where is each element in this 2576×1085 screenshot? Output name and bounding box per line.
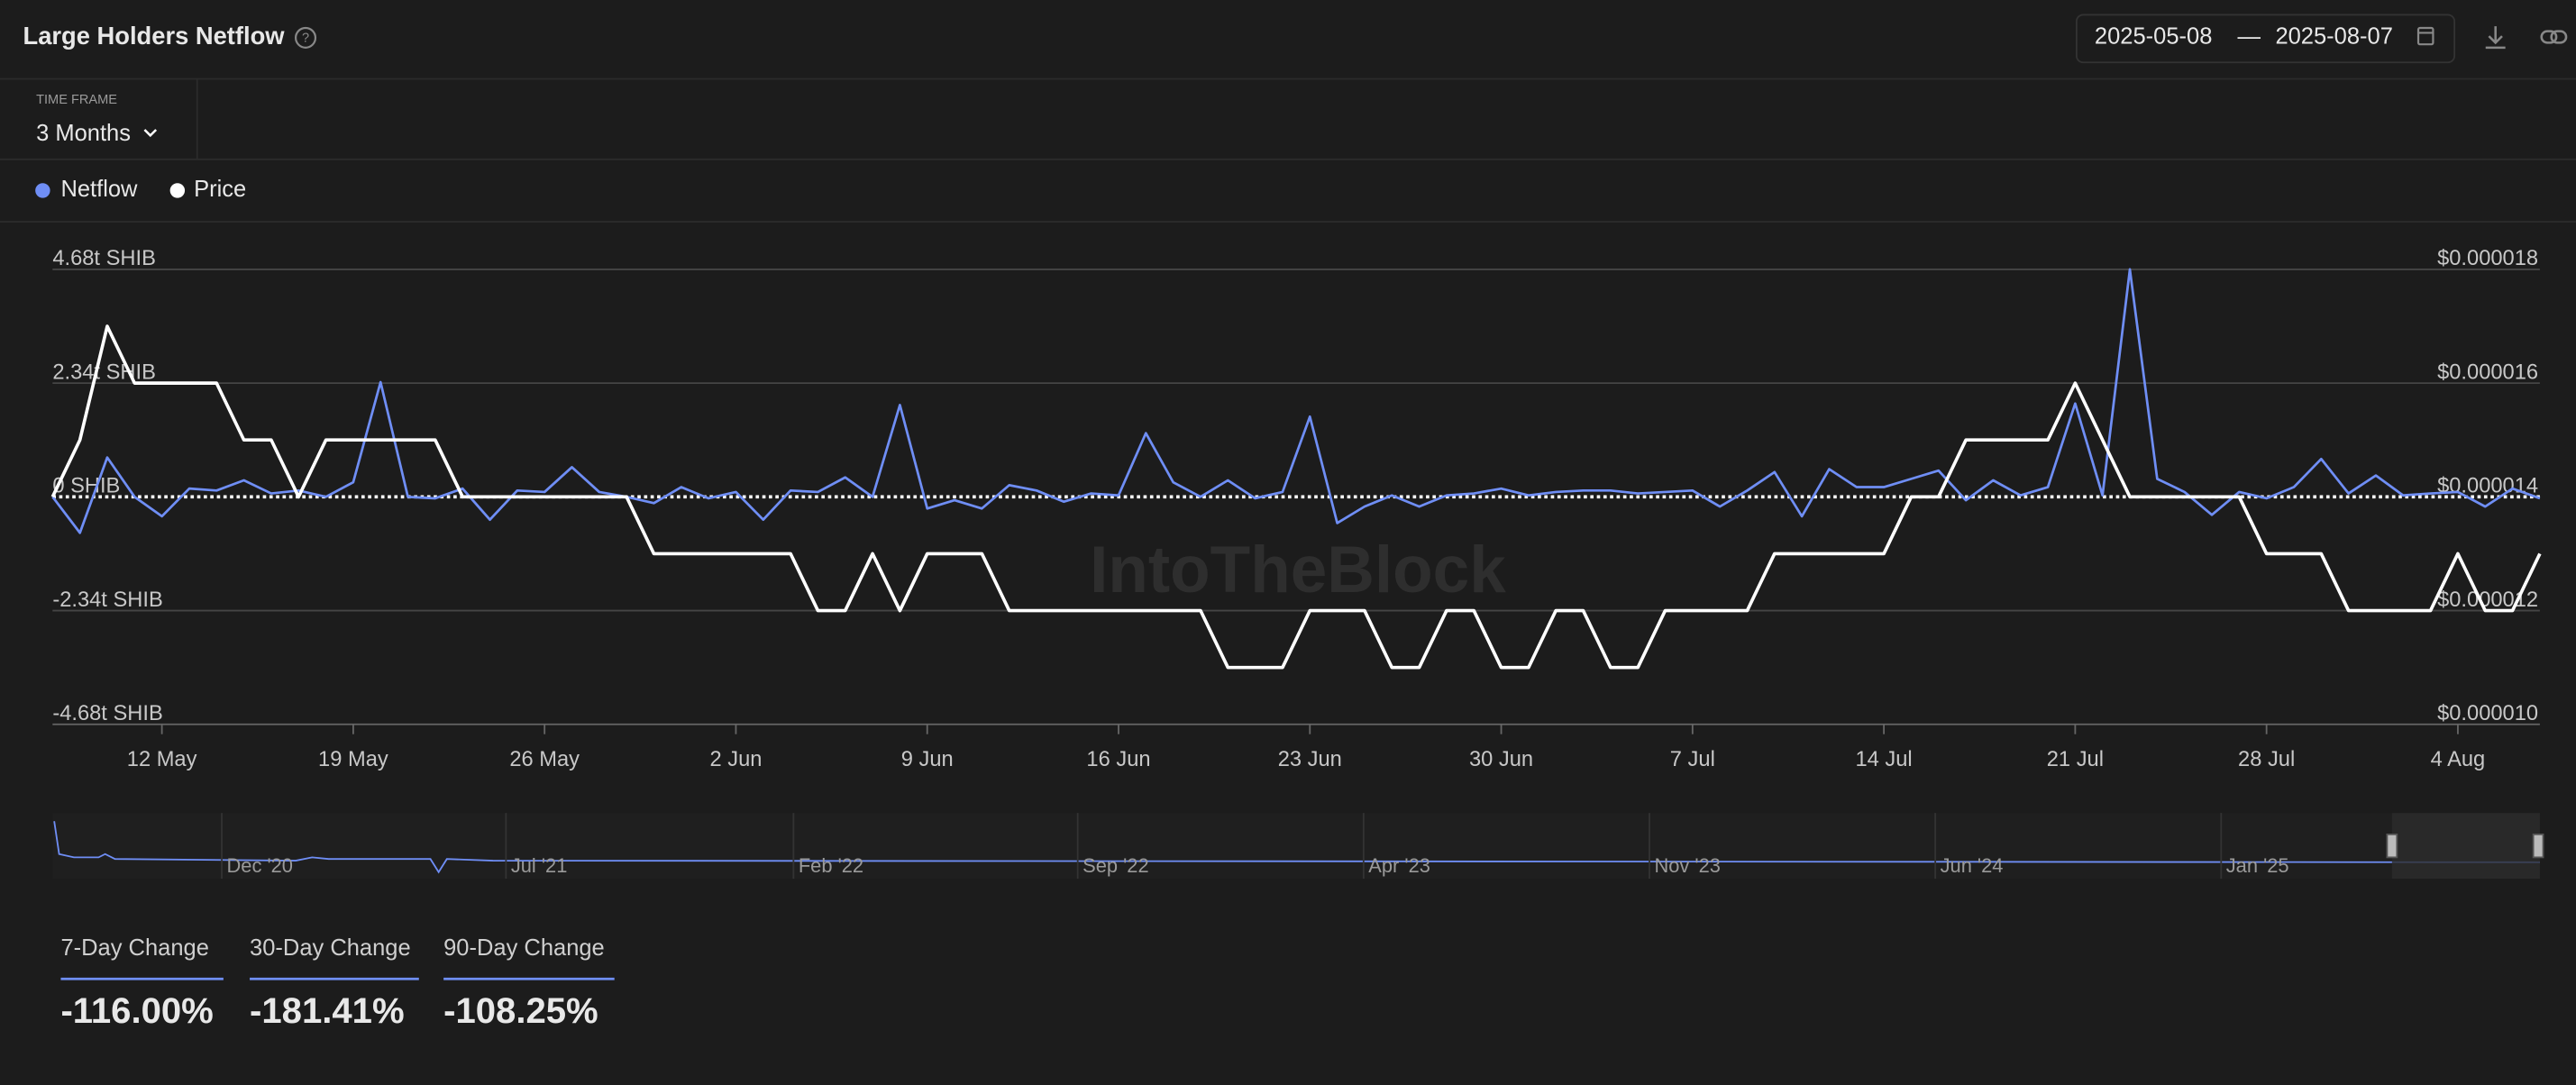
svg-text:?: ? — [302, 32, 309, 46]
navigator-selection[interactable] — [2391, 813, 2540, 880]
navigator-label: Jan '25 — [2226, 854, 2289, 877]
navigator-label: Dec '20 — [227, 854, 293, 877]
link-icon[interactable] — [2540, 30, 2568, 44]
navigator-label: Nov '23 — [1654, 854, 1720, 877]
navigator-handle[interactable] — [2386, 833, 2398, 859]
download-icon[interactable] — [2485, 26, 2506, 50]
navigator-label: Jun '24 — [1941, 854, 2004, 877]
x-tick-label: 14 Jul — [1855, 748, 1912, 771]
x-tick-label: 2 Jun — [709, 748, 762, 771]
navigator-label: Feb '22 — [799, 854, 863, 877]
y2-tick-label: $0.000016 — [2437, 360, 2538, 384]
legend-swatch[interactable] — [169, 183, 186, 198]
calendar-icon[interactable] — [2416, 26, 2434, 46]
stat-label: 90-Day Change — [443, 935, 605, 961]
x-tick-label: 30 Jun — [1469, 748, 1533, 771]
y-tick-label: 4.68t SHIB — [52, 247, 156, 270]
date-to: 2025-08-07 — [2275, 24, 2392, 50]
navigator-line — [53, 821, 2540, 874]
help-icon[interactable]: ? — [294, 26, 317, 49]
watermark: IntoTheBlock — [1090, 533, 1506, 606]
stat-value: -181.41% — [250, 991, 405, 1031]
series-line — [50, 324, 2542, 670]
navigator-area — [52, 813, 2540, 880]
y2-tick-label: $0.000010 — [2437, 702, 2538, 725]
y2-tick-label: $0.000018 — [2437, 247, 2538, 270]
y-tick-label: -2.34t SHIB — [52, 588, 162, 612]
x-tick-label: 23 Jun — [1278, 748, 1342, 771]
dropdown-chevron[interactable] — [143, 129, 158, 138]
timeframe-label: TIME FRAME — [36, 93, 117, 107]
navigator-label: Sep '22 — [1082, 854, 1148, 877]
stat-value: -108.25% — [443, 991, 598, 1031]
stat-label: 30-Day Change — [250, 935, 411, 961]
series-line — [51, 268, 2541, 534]
stat-label: 7-Day Change — [60, 935, 208, 961]
stat-value: -116.00% — [60, 991, 213, 1031]
x-tick-label: 7 Jul — [1670, 748, 1715, 771]
navigator-handle[interactable] — [2532, 833, 2544, 859]
timeframe-value[interactable]: 3 Months — [36, 121, 131, 146]
navigator-label: Jul '21 — [511, 854, 568, 877]
navigator[interactable]: Dec '20 Jul '21 Feb '22 Sep '22 Apr '23 Nov '… — [52, 813, 2544, 880]
x-tick-label: 12 May — [127, 748, 197, 771]
date-separator: — — [2238, 24, 2261, 50]
y-tick-label: 0 SHIB — [52, 475, 120, 498]
y-tick-label: -4.68t SHIB — [52, 702, 162, 725]
x-tick-label: 9 Jun — [901, 748, 954, 771]
legend-label[interactable]: Price — [194, 177, 246, 202]
date-from: 2025-05-08 — [2095, 24, 2212, 50]
y2-tick-label: $0.000014 — [2437, 475, 2538, 498]
x-tick-label: 21 Jul — [2047, 748, 2104, 771]
y-tick-label: 2.34t SHIB — [52, 360, 156, 384]
legend-label[interactable]: Netflow — [60, 177, 138, 202]
legend-swatch[interactable] — [35, 183, 50, 198]
navigator-label: Apr '23 — [1368, 854, 1430, 877]
x-tick-label: 19 May — [318, 748, 388, 771]
x-tick-label: 26 May — [509, 748, 580, 771]
title: Large Holders Netflow — [23, 22, 286, 50]
x-tick-label: 28 Jul — [2238, 748, 2295, 771]
x-tick-label: 4 Aug — [2431, 748, 2486, 771]
x-tick-label: 16 Jun — [1086, 748, 1150, 771]
date-range[interactable] — [2075, 14, 2456, 64]
